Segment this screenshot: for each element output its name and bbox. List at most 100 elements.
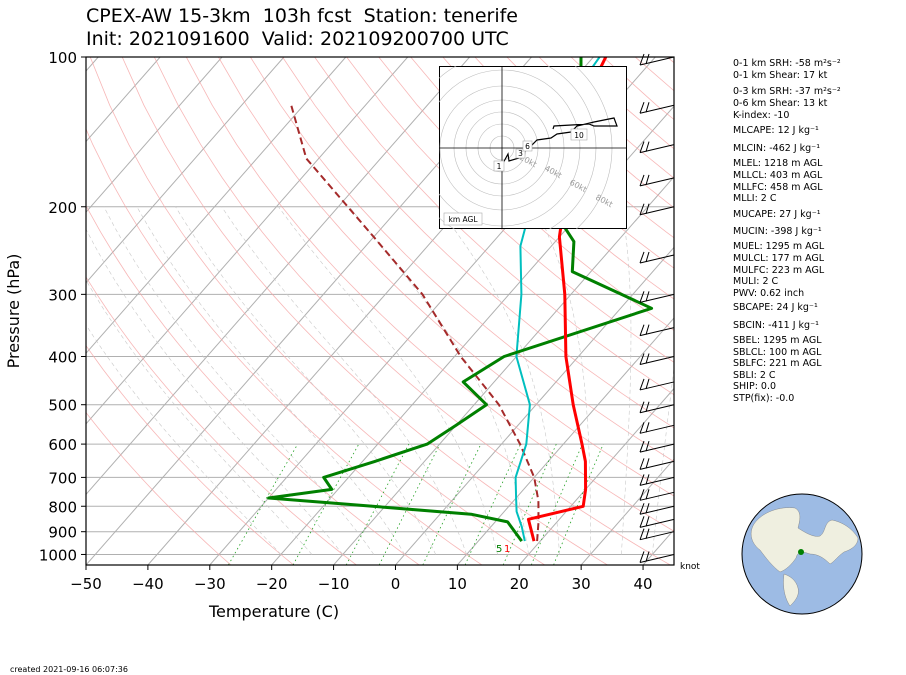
wind-barb-flag (645, 324, 650, 335)
wind-barb-flag (645, 458, 650, 469)
wind-barb-flag (639, 516, 645, 528)
y-tick-label: 700 (48, 469, 77, 487)
y-tick-label: 200 (48, 199, 77, 217)
wind-barb-flag (645, 203, 650, 214)
dry-adiabat-line (410, 57, 674, 300)
wind-barb (639, 516, 675, 528)
isotherm-line (271, 105, 674, 565)
index-line: MULFC: 223 m AGL (733, 265, 825, 276)
x-tick-label: 40 (634, 575, 653, 593)
wind-barb-flag (639, 401, 645, 413)
wind-barb (639, 203, 675, 216)
moist-adiabat-line (534, 206, 591, 555)
index-line: SHIP: 0.0 (733, 381, 777, 392)
index-line: MUEL: 1295 m AGL (733, 241, 825, 252)
wind-barb-flag (639, 251, 645, 264)
wind-barb-flag (645, 291, 650, 302)
wind-barb-staff (639, 206, 675, 216)
y-tick-label: 1000 (39, 546, 77, 564)
mixing-ratio-line (228, 443, 299, 565)
wind-barb-staff (639, 356, 675, 365)
index-line: SBCAPE: 24 J kg⁻¹ (733, 302, 818, 313)
wind-barb-flag (645, 516, 650, 527)
dry-adiabat-line (121, 57, 608, 565)
dry-adiabat-line (153, 57, 671, 565)
mixing-ratio-line (464, 443, 521, 565)
wind-barb (639, 353, 675, 365)
moist-adiabat-line (86, 228, 344, 555)
wind-barb (639, 141, 675, 154)
wind-barb-flag (645, 174, 650, 186)
hodograph-trace (501, 117, 618, 166)
wind-barb (639, 53, 675, 66)
chart-title-line1: CPEX-AW 15-3km 103h fcst Station: teneri… (86, 5, 518, 27)
wind-barb-flag (639, 474, 645, 486)
index-line: MULI: 2 C (733, 276, 779, 287)
index-line: 0-6 km Shear: 13 kt (733, 98, 828, 109)
index-line: MULCL: 177 m AGL (733, 253, 825, 264)
isotherm-line (395, 246, 674, 565)
wind-barb-flag (645, 141, 650, 152)
index-line: MLLI: 2 C (733, 193, 777, 204)
x-tick-label: −40 (132, 575, 164, 593)
moist-adiabat-line (221, 206, 467, 555)
mixing-ratio-line (345, 443, 410, 565)
wind-barb (639, 251, 675, 264)
station-marker (798, 549, 804, 555)
plot-frame (85, 56, 675, 566)
wind-barb-flag (639, 422, 645, 434)
wind-barb-flag (639, 528, 645, 540)
sfc-temperature-label: 1 (504, 544, 510, 555)
isotherm-line (86, 57, 347, 355)
index-line: STP(fix): -0.0 (733, 393, 795, 404)
moist-adiabat-line (103, 206, 375, 555)
isotherm-line (86, 57, 409, 425)
mixing-ratio-line (422, 443, 482, 565)
wind-barb-flag (645, 102, 650, 113)
y-tick-label: 300 (48, 286, 77, 304)
dry-adiabat-line (250, 57, 674, 463)
x-tick-label: −10 (318, 575, 350, 593)
wind-barb-flag (639, 353, 645, 365)
isotherm-line (518, 387, 674, 565)
wind-barb-flag (639, 489, 645, 501)
wind-barb-flag (645, 53, 650, 65)
index-line: MUCIN: -398 J kg⁻¹ (733, 226, 822, 237)
wind-barb-flag (639, 174, 645, 187)
wind-barb-flag (645, 503, 650, 514)
wind-barb-staff (639, 327, 675, 337)
wind-barb-flag (645, 551, 650, 562)
index-line: SBLCL: 100 m AGL (733, 347, 822, 358)
wind-barb-staff (639, 424, 675, 434)
index-line: 0-1 km SRH: -58 m²s⁻² (733, 58, 841, 69)
wind-barb (639, 458, 675, 470)
y-tick-label: 500 (48, 397, 77, 415)
index-line: SBLI: 2 C (733, 370, 776, 381)
wind-barb (639, 401, 675, 414)
wind-barb-flag (639, 102, 645, 114)
mixing-ratio-line (502, 443, 557, 565)
index-line: SBLFC: 221 m AGL (733, 358, 822, 369)
index-line: SBCIN: -411 J kg⁻¹ (733, 320, 819, 331)
x-tick-label: 0 (391, 575, 401, 593)
index-line: MLLFC: 458 m AGL (733, 182, 823, 193)
mixing-ratio-line (530, 443, 583, 565)
wind-barb-staff (639, 293, 675, 303)
mixing-ratio-line (378, 443, 441, 565)
wind-barb-staff (639, 505, 675, 515)
wind-barb-flag (645, 489, 650, 500)
y-tick-label: 100 (48, 49, 77, 67)
wind-barb-flag (639, 440, 645, 453)
index-line: MUCAPE: 27 J kg⁻¹ (733, 209, 821, 220)
index-line: SBEL: 1295 m AGL (733, 335, 822, 346)
wind-barb (639, 440, 675, 453)
wind-barb-flag (639, 503, 645, 515)
created-timestamp: created 2021-09-16 06:07:36 (10, 665, 128, 674)
dry-adiabat-line (86, 411, 232, 565)
wind-barb-flag (645, 353, 650, 364)
wind-barb (639, 503, 675, 515)
isotherm-line (86, 57, 285, 284)
index-line: 0-3 km SRH: -37 m²s⁻² (733, 86, 841, 97)
wind-barb-flag (639, 141, 645, 153)
